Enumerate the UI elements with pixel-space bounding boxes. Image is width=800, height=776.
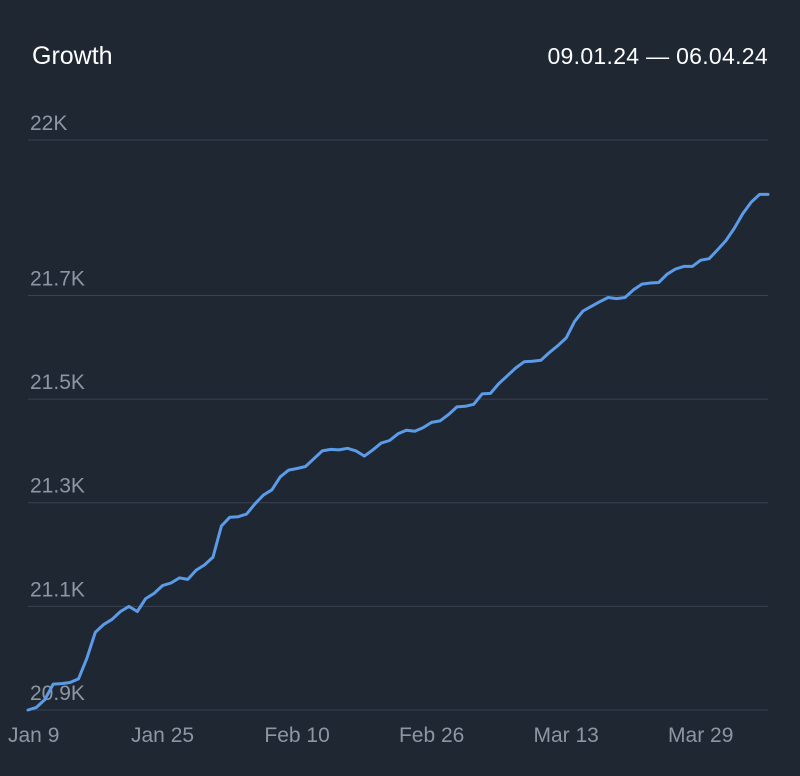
chart-header: Growth 09.01.24 — 06.04.24 [32,38,768,74]
x-tick-label: Mar 13 [534,724,599,747]
y-tick-label: 21.7K [30,267,85,290]
x-tick-label: Jan 25 [131,724,194,747]
y-tick-label: 21.3K [30,475,85,498]
date-range[interactable]: 09.01.24 — 06.04.24 [547,42,768,69]
x-tick-label: Mar 29 [668,724,733,747]
x-tick-label: Feb 10 [264,724,329,747]
x-tick-label: Feb 26 [399,724,464,747]
grid-lines [28,139,768,711]
y-tick-label: 21.5K [30,371,85,394]
y-axis-ticks: 20.9K 21.1K 21.3K 21.5K 21.7K 22K [30,112,85,705]
chart-title: Growth [32,41,113,70]
series-line [26,192,770,712]
x-tick-label: Jan 9 [8,724,59,747]
y-tick-label: 21.1K [30,578,85,601]
y-tick-label: 22K [30,112,67,135]
y-tick-label: 20.9K [30,682,85,705]
x-axis-ticks: Jan 9 Jan 25 Feb 10 Feb 26 Mar 13 Mar 29 [8,724,733,747]
